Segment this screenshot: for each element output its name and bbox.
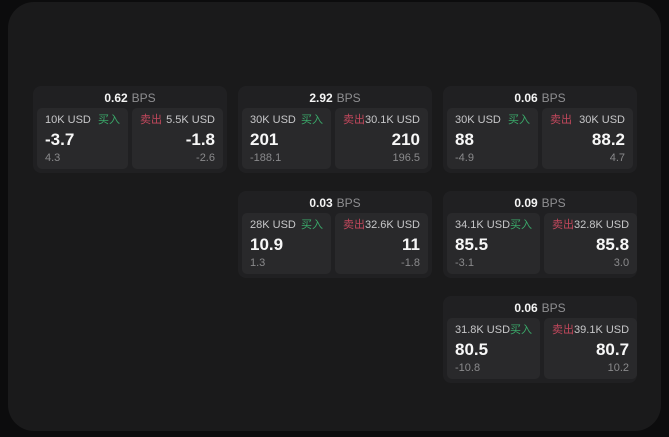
sell-panel[interactable]: 卖出 32.8K USD 85.8 3.0 (544, 213, 638, 274)
sell-change: -2.6 (196, 152, 215, 164)
bps-value: 0.09 (514, 196, 538, 210)
buy-price: 201 (250, 130, 279, 149)
buy-change: 4.3 (45, 152, 61, 164)
sell-amount: 32.6K USD (364, 219, 420, 231)
sell-panel[interactable]: 卖出 39.1K USD 80.7 10.2 (544, 318, 638, 379)
buy-amount: 30K USD (455, 114, 501, 126)
sell-panel[interactable]: 卖出 30K USD 88.2 4.7 (542, 108, 633, 169)
sell-tag: 卖出 (342, 219, 365, 231)
buy-panel[interactable]: 34.1K USD 买入 85.5 -3.1 (447, 213, 541, 274)
sell-tag: 卖出 (552, 219, 575, 231)
sell-amount: 32.8K USD (574, 219, 630, 231)
buy-tag: 买入 (300, 219, 323, 231)
bps-value: 0.62 (104, 91, 128, 105)
buy-change: 1.3 (250, 257, 266, 269)
bps-header: 0.06 BPS (443, 86, 637, 107)
quote-card: 0.62 BPS 10K USD 买入 -3.7 4.3 卖出 5.5K USD… (33, 86, 227, 173)
sell-change: 10.2 (607, 362, 630, 374)
card-body: 34.1K USD 买入 85.5 -3.1 卖出 32.8K USD 85.8… (443, 212, 638, 278)
buy-price: 10.9 (250, 235, 284, 254)
bps-header: 0.03 BPS (238, 191, 432, 212)
bps-header: 2.92 BPS (238, 86, 432, 107)
bps-unit-label: BPS (336, 196, 361, 210)
sell-panel[interactable]: 卖出 32.6K USD 11 -1.8 (334, 213, 428, 274)
bps-value: 0.03 (309, 196, 333, 210)
buy-amount: 10K USD (45, 114, 91, 126)
sell-panel[interactable]: 卖出 5.5K USD -1.8 -2.6 (132, 108, 223, 169)
sell-change: 4.7 (609, 152, 625, 164)
sell-amount: 30K USD (579, 114, 625, 126)
buy-tag: 买入 (510, 324, 533, 336)
sell-price: 88.2 (591, 130, 625, 149)
sell-price: 85.8 (595, 235, 630, 254)
buy-amount: 31.8K USD (455, 324, 511, 336)
bps-value: 0.06 (514, 91, 538, 105)
buy-tag: 买入 (98, 114, 120, 126)
buy-price: 85.5 (455, 235, 489, 254)
buy-price: -3.7 (45, 130, 75, 149)
quote-card: 0.06 BPS 31.8K USD 买入 80.5 -10.8 卖出 39.1… (443, 296, 638, 383)
sell-change: 196.5 (392, 152, 420, 164)
buy-change: -188.1 (250, 152, 282, 164)
buy-amount: 34.1K USD (455, 219, 511, 231)
buy-panel[interactable]: 31.8K USD 买入 80.5 -10.8 (447, 318, 541, 379)
bps-unit-label: BPS (541, 301, 566, 315)
bps-header: 0.62 BPS (33, 86, 227, 107)
quote-card: 0.03 BPS 28K USD 买入 10.9 1.3 卖出 32.6K US… (238, 191, 432, 278)
sell-tag: 卖出 (550, 114, 572, 126)
bps-unit-label: BPS (541, 196, 566, 210)
buy-panel[interactable]: 28K USD 买入 10.9 1.3 (242, 213, 331, 274)
card-body: 30K USD 买入 88 -4.9 卖出 30K USD 88.2 4.7 (443, 107, 637, 173)
buy-panel[interactable]: 30K USD 买入 88 -4.9 (447, 108, 538, 169)
sell-amount: 5.5K USD (166, 114, 215, 126)
buy-panel[interactable]: 10K USD 买入 -3.7 4.3 (37, 108, 128, 169)
card-body: 28K USD 买入 10.9 1.3 卖出 32.6K USD 11 -1.8 (238, 212, 432, 278)
bps-unit-label: BPS (336, 91, 361, 105)
buy-change: -10.8 (455, 362, 481, 374)
card-body: 10K USD 买入 -3.7 4.3 卖出 5.5K USD -1.8 -2.… (33, 107, 227, 173)
bps-unit-label: BPS (131, 91, 156, 105)
sell-tag: 卖出 (342, 114, 365, 126)
bps-value: 0.06 (514, 301, 538, 315)
buy-change: -3.1 (455, 257, 474, 269)
sell-panel[interactable]: 卖出 30.1K USD 210 196.5 (334, 108, 428, 169)
buy-amount: 28K USD (250, 219, 296, 231)
buy-amount: 30K USD (250, 114, 296, 126)
sell-tag: 卖出 (140, 114, 162, 126)
quote-cards-grid: 0.62 BPS 10K USD 买入 -3.7 4.3 卖出 5.5K USD… (33, 86, 638, 383)
bps-value: 2.92 (309, 91, 333, 105)
buy-price: 88 (455, 130, 474, 149)
quote-card: 0.06 BPS 30K USD 买入 88 -4.9 卖出 30K USD 8… (443, 86, 637, 173)
card-body: 30K USD 买入 201 -188.1 卖出 30.1K USD 210 1… (238, 107, 432, 173)
sell-change: 3.0 (613, 257, 630, 269)
buy-change: -4.9 (455, 152, 474, 164)
sell-price: 210 (391, 130, 420, 149)
bps-header: 0.09 BPS (443, 191, 637, 212)
bps-header: 0.06 BPS (443, 296, 637, 317)
buy-price: 80.5 (455, 340, 489, 359)
quote-card: 0.09 BPS 34.1K USD 买入 85.5 -3.1 卖出 32.8K… (443, 191, 638, 278)
card-body: 31.8K USD 买入 80.5 -10.8 卖出 39.1K USD 80.… (443, 317, 638, 383)
buy-tag: 买入 (508, 114, 530, 126)
sell-amount: 39.1K USD (574, 324, 630, 336)
sell-price: 11 (402, 235, 420, 254)
buy-panel[interactable]: 30K USD 买入 201 -188.1 (242, 108, 331, 169)
buy-tag: 买入 (300, 114, 323, 126)
sell-amount: 30.1K USD (364, 114, 420, 126)
bps-unit-label: BPS (541, 91, 566, 105)
sell-change: -1.8 (401, 257, 420, 269)
sell-price: 80.7 (595, 340, 630, 359)
sell-price: -1.8 (185, 130, 215, 149)
buy-tag: 买入 (510, 219, 533, 231)
quote-card: 2.92 BPS 30K USD 买入 201 -188.1 卖出 30.1K … (238, 86, 432, 173)
sell-tag: 卖出 (552, 324, 575, 336)
